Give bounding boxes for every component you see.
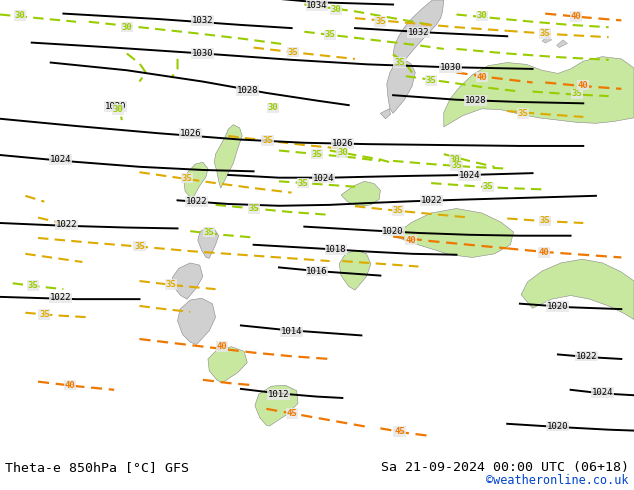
Text: 1024: 1024: [313, 173, 334, 183]
Polygon shape: [184, 162, 208, 197]
Text: 35: 35: [393, 206, 403, 215]
Text: 30: 30: [268, 103, 278, 112]
Text: 1026: 1026: [179, 129, 201, 138]
Polygon shape: [341, 181, 380, 206]
Text: 40: 40: [571, 12, 581, 21]
Text: 35: 35: [540, 29, 550, 38]
Polygon shape: [387, 59, 415, 113]
Polygon shape: [208, 347, 247, 383]
Text: 35: 35: [325, 30, 335, 39]
Text: 35: 35: [312, 149, 322, 159]
Polygon shape: [521, 259, 634, 319]
Text: 40: 40: [65, 381, 75, 390]
Text: 1016: 1016: [306, 267, 328, 275]
Text: 40: 40: [578, 81, 588, 90]
Text: 35: 35: [451, 161, 462, 171]
Text: 40: 40: [406, 236, 416, 245]
Text: 1018: 1018: [325, 245, 347, 254]
Text: 35: 35: [28, 281, 38, 290]
Text: Sa 21-09-2024 00:00 UTC (06+18): Sa 21-09-2024 00:00 UTC (06+18): [381, 461, 629, 474]
Text: 35: 35: [483, 182, 493, 191]
Text: 1022: 1022: [56, 220, 77, 229]
Text: 1028: 1028: [465, 96, 486, 105]
Text: 1022: 1022: [576, 352, 597, 361]
Text: 30: 30: [337, 148, 347, 157]
Text: 1022: 1022: [186, 197, 207, 206]
Text: 1024: 1024: [49, 155, 71, 164]
Text: 1012: 1012: [268, 390, 290, 399]
Text: 45: 45: [287, 409, 297, 418]
Text: 1026: 1026: [332, 139, 353, 148]
Polygon shape: [339, 250, 371, 290]
Text: 35: 35: [204, 227, 214, 237]
Text: 1030: 1030: [192, 49, 214, 58]
Text: 40: 40: [217, 342, 227, 351]
Text: 35: 35: [375, 17, 385, 26]
Polygon shape: [198, 227, 219, 258]
Text: Theta-e 850hPa [°C] GFS: Theta-e 850hPa [°C] GFS: [5, 461, 189, 474]
Polygon shape: [393, 209, 514, 257]
Text: 45: 45: [394, 427, 404, 436]
Text: 30: 30: [450, 155, 460, 164]
Text: 35: 35: [249, 204, 259, 213]
Text: 1032: 1032: [192, 16, 214, 25]
Text: 1020: 1020: [547, 302, 569, 311]
Text: ©weatheronline.co.uk: ©weatheronline.co.uk: [486, 474, 629, 487]
Text: 1022: 1022: [420, 196, 442, 205]
Text: 35: 35: [572, 89, 582, 98]
Text: 1028: 1028: [236, 86, 258, 95]
Text: 1020: 1020: [382, 227, 404, 236]
Text: 30: 30: [477, 11, 487, 21]
Text: 1029: 1029: [105, 102, 126, 111]
Text: 35: 35: [39, 310, 49, 319]
Polygon shape: [178, 298, 216, 344]
Text: 30: 30: [331, 5, 341, 15]
Polygon shape: [557, 40, 567, 48]
Text: 35: 35: [540, 216, 550, 225]
Text: 1030: 1030: [439, 64, 461, 73]
Polygon shape: [255, 385, 298, 426]
Text: 35: 35: [134, 242, 145, 250]
Text: 30: 30: [113, 105, 123, 114]
Text: 1034: 1034: [306, 1, 328, 10]
Text: 1014: 1014: [281, 327, 302, 336]
Polygon shape: [393, 0, 444, 63]
Text: 1022: 1022: [49, 294, 71, 302]
Text: 35: 35: [298, 179, 308, 188]
Text: 35: 35: [518, 109, 528, 118]
Polygon shape: [542, 36, 552, 43]
Text: 35: 35: [394, 58, 404, 67]
Text: 35: 35: [262, 136, 273, 145]
Text: 40: 40: [539, 248, 549, 257]
Polygon shape: [444, 57, 634, 127]
Text: 35: 35: [426, 76, 436, 85]
Text: 30: 30: [122, 23, 132, 32]
Text: 35: 35: [182, 173, 192, 183]
Text: 1024: 1024: [592, 388, 613, 397]
Polygon shape: [214, 124, 242, 188]
Text: 35: 35: [166, 280, 176, 289]
Text: 35: 35: [288, 48, 298, 57]
Polygon shape: [172, 263, 203, 299]
Text: 1020: 1020: [547, 421, 569, 431]
Text: 40: 40: [477, 73, 487, 81]
Text: 1024: 1024: [458, 171, 480, 180]
Text: 30: 30: [15, 11, 25, 20]
Text: 1032: 1032: [408, 28, 429, 37]
Polygon shape: [380, 109, 391, 119]
